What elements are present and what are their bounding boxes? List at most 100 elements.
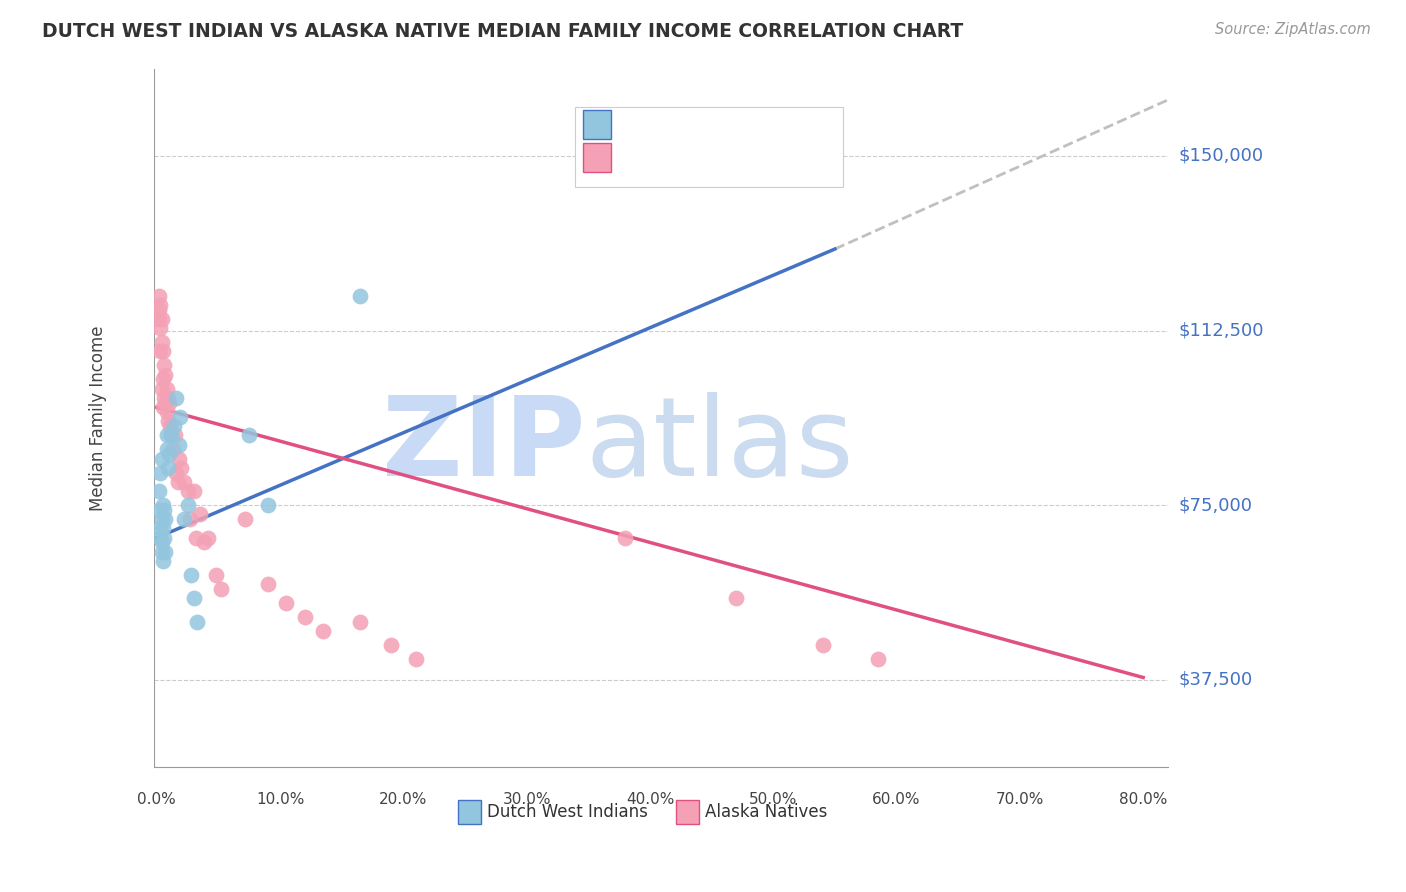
Point <box>152 344 174 359</box>
Point <box>153 391 176 405</box>
FancyBboxPatch shape <box>583 110 612 139</box>
Point <box>155 382 177 396</box>
Text: 50.0%: 50.0% <box>749 792 797 807</box>
Text: DUTCH WEST INDIAN VS ALASKA NATIVE MEDIAN FAMILY INCOME CORRELATION CHART: DUTCH WEST INDIAN VS ALASKA NATIVE MEDIA… <box>42 22 963 41</box>
Point <box>205 568 228 582</box>
Point <box>149 298 172 312</box>
Point <box>155 428 177 442</box>
Text: Median Family Income: Median Family Income <box>90 325 107 510</box>
Point <box>148 288 170 302</box>
Point <box>150 512 173 526</box>
Point <box>256 498 278 512</box>
Point <box>153 359 176 373</box>
Point <box>166 475 188 489</box>
Point <box>312 624 335 638</box>
Point <box>150 451 173 466</box>
Point <box>150 535 173 549</box>
Point <box>155 405 177 419</box>
Point <box>160 428 183 442</box>
Text: 10.0%: 10.0% <box>256 792 304 807</box>
Point <box>197 531 219 545</box>
Text: 30.0%: 30.0% <box>502 792 551 807</box>
Point <box>868 652 890 666</box>
Point <box>148 503 170 517</box>
Point <box>149 531 172 545</box>
FancyBboxPatch shape <box>458 800 481 824</box>
Point <box>183 484 205 499</box>
Point <box>150 311 173 326</box>
Point <box>256 577 278 591</box>
Point <box>150 545 173 559</box>
Point <box>165 428 187 442</box>
Point <box>155 512 177 526</box>
Point <box>155 545 177 559</box>
Point <box>180 568 202 582</box>
Point <box>405 652 427 666</box>
Text: 70.0%: 70.0% <box>995 792 1045 807</box>
Text: ZIP: ZIP <box>381 392 585 500</box>
Point <box>725 591 748 606</box>
Point <box>163 419 186 434</box>
Text: Dutch West Indians: Dutch West Indians <box>486 803 648 821</box>
Point <box>179 512 201 526</box>
Point <box>149 466 172 480</box>
FancyBboxPatch shape <box>676 800 699 824</box>
Text: R = -0.287   N = 51: R = -0.287 N = 51 <box>620 148 797 166</box>
Point <box>167 437 190 451</box>
Point <box>209 582 232 596</box>
Point <box>173 475 195 489</box>
Point <box>155 395 177 409</box>
Text: atlas: atlas <box>585 392 853 500</box>
Point <box>170 461 193 475</box>
Point <box>152 554 174 568</box>
FancyBboxPatch shape <box>575 107 844 187</box>
Point <box>155 368 177 382</box>
Point <box>167 451 190 466</box>
Point <box>153 531 176 545</box>
Point <box>152 521 174 535</box>
Point <box>276 596 298 610</box>
Point <box>153 503 176 517</box>
Point <box>155 442 177 457</box>
Point <box>159 419 181 434</box>
Point <box>176 498 198 512</box>
Text: 0.0%: 0.0% <box>138 792 176 807</box>
Point <box>156 391 179 405</box>
Point <box>148 311 170 326</box>
Point <box>162 442 184 457</box>
Point <box>157 395 180 409</box>
Point <box>160 428 183 442</box>
Point <box>380 638 402 652</box>
Point <box>165 391 187 405</box>
Point <box>157 447 180 461</box>
Point <box>235 512 257 526</box>
Text: $37,500: $37,500 <box>1180 671 1253 689</box>
Point <box>149 344 172 359</box>
Point <box>152 372 174 386</box>
Text: $75,000: $75,000 <box>1180 496 1253 514</box>
Point <box>152 498 174 512</box>
Point <box>349 288 371 302</box>
Text: R =  0.490   N = 33: R = 0.490 N = 33 <box>620 115 797 134</box>
Point <box>349 615 371 629</box>
Text: Alaska Natives: Alaska Natives <box>704 803 827 821</box>
Point <box>186 615 208 629</box>
Point <box>156 461 179 475</box>
Point <box>148 302 170 317</box>
Point <box>186 531 208 545</box>
Point <box>169 409 191 424</box>
Point <box>183 591 205 606</box>
Point <box>150 335 173 350</box>
Text: 40.0%: 40.0% <box>626 792 673 807</box>
Point <box>811 638 834 652</box>
Text: $150,000: $150,000 <box>1180 147 1264 165</box>
Point <box>173 512 195 526</box>
Point <box>165 466 187 480</box>
Point <box>193 535 215 549</box>
Point <box>188 508 211 522</box>
Point <box>238 428 260 442</box>
Text: $112,500: $112,500 <box>1180 321 1264 340</box>
Point <box>149 321 172 335</box>
Text: 60.0%: 60.0% <box>872 792 921 807</box>
Text: 20.0%: 20.0% <box>380 792 427 807</box>
